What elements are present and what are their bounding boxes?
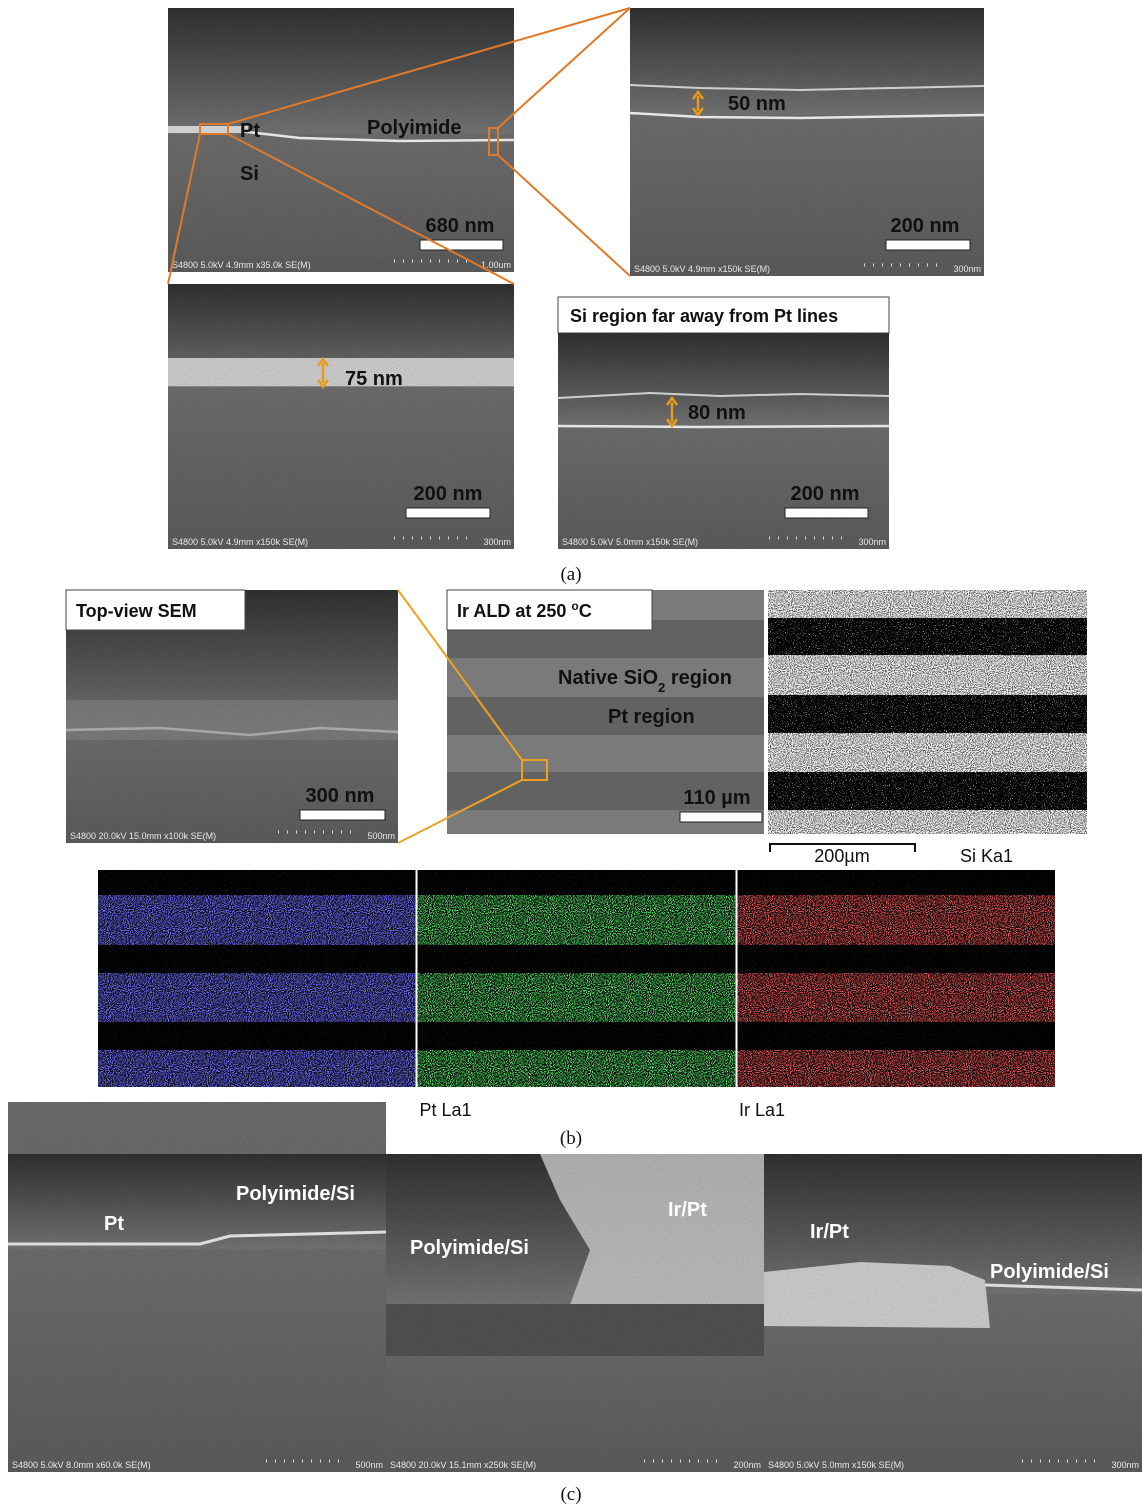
label: Polyimide/Si <box>236 1183 355 1205</box>
figure: Pt Polyimide Si 680 nm S4800 5.0kV 4.9mm x35… <box>0 0 1142 1508</box>
title-part: Ir ALD at 250 <box>457 601 571 621</box>
label: Polyimide/Si <box>410 1237 529 1259</box>
label: S4800 20.0kV 15.1mm x250k SE(M) <box>390 1460 536 1470</box>
sem-substrate <box>8 1249 386 1472</box>
title-part: o <box>571 599 578 613</box>
label: Polyimide/Si <box>990 1261 1109 1283</box>
label: 680 nm <box>426 215 495 237</box>
scale-bar <box>300 810 385 820</box>
si-band-dots <box>768 695 1087 733</box>
label: Top-view SEM <box>76 601 197 621</box>
label: Pt region <box>608 706 695 728</box>
eds-sparse <box>418 870 736 1087</box>
label: (b) <box>560 1128 582 1149</box>
label: S4800 5.0kV 5.0mm x150k SE(M) <box>768 1460 904 1470</box>
label: Polyimide <box>367 117 461 139</box>
si-band-dots <box>768 618 1087 655</box>
label: Si region far away from Pt lines <box>570 306 838 326</box>
label: 300nm <box>953 264 981 274</box>
eds-sparse <box>737 870 1055 1087</box>
layer <box>386 1304 764 1356</box>
label: Pt <box>240 120 260 142</box>
label: 200 nm <box>414 483 483 505</box>
label: Si Ka1 <box>960 846 1013 866</box>
ir-pt-film <box>764 1262 990 1328</box>
label: S4800 5.0kV 4.9mm x150k SE(M) <box>172 537 308 547</box>
label: 500nm <box>367 831 395 841</box>
label: 200 nm <box>891 215 960 237</box>
label: 300nm <box>858 537 886 547</box>
pt-film <box>168 358 514 386</box>
sem-substrate <box>168 385 514 549</box>
label: 200µm <box>814 846 869 866</box>
eds-sparse <box>98 870 416 1087</box>
label: Ir La1 <box>739 1100 785 1120</box>
label: Si <box>240 163 259 185</box>
scale-bar <box>886 240 970 250</box>
label: 80 nm <box>688 402 746 424</box>
label: 300nm <box>1111 1460 1139 1470</box>
label: S4800 5.0kV 5.0mm x150k SE(M) <box>562 537 698 547</box>
label: S4800 5.0kV 8.0mm x60.0k SE(M) <box>12 1460 151 1470</box>
label: Pt <box>104 1213 124 1235</box>
label: 300 nm <box>306 785 375 807</box>
grain-surface <box>66 700 398 740</box>
label: Ir/Pt <box>668 1199 707 1221</box>
label: (a) <box>560 564 581 585</box>
label: 75 nm <box>345 368 403 390</box>
scale-bar <box>680 812 762 822</box>
label: 300nm <box>483 537 511 547</box>
label: Pt La1 <box>420 1100 472 1120</box>
label-part: Native SiO <box>558 667 658 689</box>
stripe <box>447 735 764 772</box>
label: (c) <box>560 1484 581 1505</box>
scale-bar <box>406 508 490 518</box>
page: {"panel_a":{"caption":"(a)","images":[ {… <box>0 0 1142 1508</box>
sem-interface <box>558 426 889 427</box>
stripe <box>447 697 764 735</box>
si-band-dots <box>768 772 1087 810</box>
sem-substrate <box>168 134 514 272</box>
sem-vacuum <box>168 8 514 134</box>
label: 110 µm <box>683 787 750 809</box>
label: 500nm <box>355 1460 383 1470</box>
scale-bar <box>785 508 868 518</box>
label: 200 nm <box>791 483 860 505</box>
label: 200nm <box>733 1460 761 1470</box>
label: S4800 5.0kV 4.9mm x150k SE(M) <box>634 264 770 274</box>
title-part: C <box>579 601 592 621</box>
sem-vacuum <box>630 8 984 115</box>
label: S4800 5.0kV 4.9mm x35.0k SE(M) <box>172 260 311 270</box>
label-part: 2 <box>658 680 665 695</box>
label: S4800 20.0kV 15.0mm x100k SE(M) <box>70 831 216 841</box>
sem-substrate <box>630 115 984 276</box>
label: 50 nm <box>728 93 786 115</box>
film <box>168 126 248 133</box>
label: Ir/Pt <box>810 1221 849 1243</box>
label-part: region <box>665 667 732 689</box>
